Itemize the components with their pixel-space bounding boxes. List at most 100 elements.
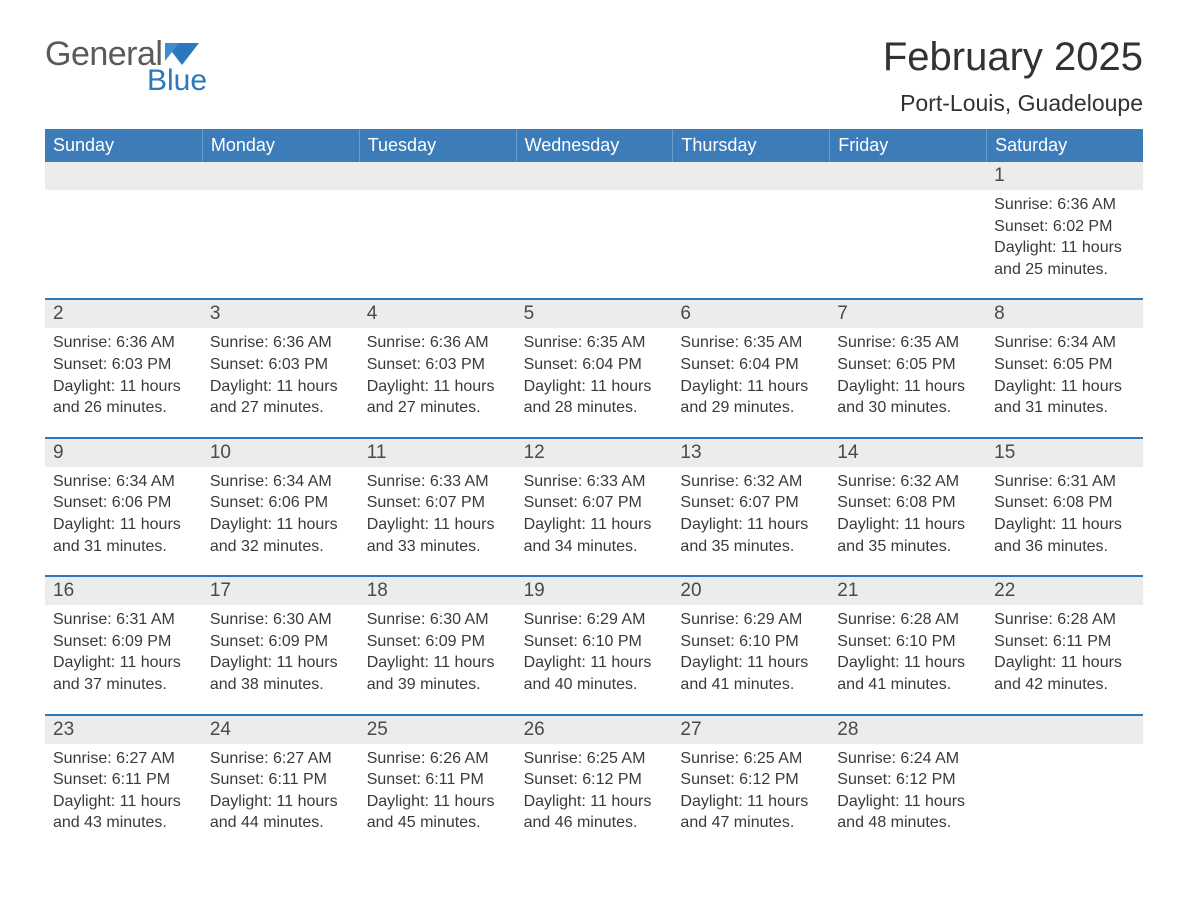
- sunset-line: Sunset: 6:03 PM: [53, 354, 194, 376]
- day-details: Sunrise: 6:36 AMSunset: 6:03 PMDaylight:…: [45, 328, 202, 420]
- weekday-header: Thursday: [672, 129, 829, 162]
- sunset-line: Sunset: 6:04 PM: [524, 354, 665, 376]
- daylight-line: Daylight: 11 hours and 48 minutes.: [837, 791, 978, 834]
- day-number: 26: [516, 716, 673, 744]
- day-number: 25: [359, 716, 516, 744]
- day-details: Sunrise: 6:30 AMSunset: 6:09 PMDaylight:…: [359, 605, 516, 697]
- sunrise-line: Sunrise: 6:34 AM: [994, 332, 1135, 354]
- sunset-line: Sunset: 6:07 PM: [524, 492, 665, 514]
- day-number: 7: [829, 300, 986, 328]
- sunrise-line: Sunrise: 6:33 AM: [524, 471, 665, 493]
- daylight-line: Daylight: 11 hours and 44 minutes.: [210, 791, 351, 834]
- day-details: Sunrise: 6:24 AMSunset: 6:12 PMDaylight:…: [829, 744, 986, 836]
- sunset-line: Sunset: 6:11 PM: [53, 769, 194, 791]
- sunset-line: Sunset: 6:10 PM: [837, 631, 978, 653]
- sunset-line: Sunset: 6:02 PM: [994, 216, 1135, 238]
- sunrise-line: Sunrise: 6:27 AM: [53, 748, 194, 770]
- daylight-line: Daylight: 11 hours and 27 minutes.: [210, 376, 351, 419]
- day-number: 3: [202, 300, 359, 328]
- sunset-line: Sunset: 6:12 PM: [837, 769, 978, 791]
- day-details: Sunrise: 6:25 AMSunset: 6:12 PMDaylight:…: [672, 744, 829, 836]
- day-details: Sunrise: 6:35 AMSunset: 6:04 PMDaylight:…: [672, 328, 829, 420]
- detail-row: Sunrise: 6:36 AMSunset: 6:02 PMDaylight:…: [45, 190, 1143, 298]
- sunrise-line: Sunrise: 6:35 AM: [837, 332, 978, 354]
- daylight-line: Daylight: 11 hours and 37 minutes.: [53, 652, 194, 695]
- day-number: 17: [202, 577, 359, 605]
- weekday-header: Saturday: [986, 129, 1143, 162]
- day-number: 23: [45, 716, 202, 744]
- sunrise-line: Sunrise: 6:32 AM: [837, 471, 978, 493]
- day-details: Sunrise: 6:32 AMSunset: 6:08 PMDaylight:…: [829, 467, 986, 559]
- daynum-row: 1: [45, 162, 1143, 190]
- header: General Blue February 2025 Port-Louis, G…: [45, 35, 1143, 117]
- logo-general-text: General: [45, 35, 162, 74]
- daylight-line: Daylight: 11 hours and 41 minutes.: [680, 652, 821, 695]
- day-number: 9: [45, 439, 202, 467]
- sunrise-line: Sunrise: 6:36 AM: [994, 194, 1135, 216]
- daylight-line: Daylight: 11 hours and 47 minutes.: [680, 791, 821, 834]
- day-number: [672, 162, 829, 190]
- day-number: 8: [986, 300, 1143, 328]
- day-details: [986, 744, 1143, 836]
- sunset-line: Sunset: 6:11 PM: [367, 769, 508, 791]
- daynum-row: 2345678: [45, 298, 1143, 328]
- sunset-line: Sunset: 6:09 PM: [367, 631, 508, 653]
- daylight-line: Daylight: 11 hours and 36 minutes.: [994, 514, 1135, 557]
- day-details: Sunrise: 6:34 AMSunset: 6:05 PMDaylight:…: [986, 328, 1143, 420]
- day-number: 11: [359, 439, 516, 467]
- day-number: 18: [359, 577, 516, 605]
- day-number: 1: [986, 162, 1143, 190]
- day-number: 12: [516, 439, 673, 467]
- sunset-line: Sunset: 6:07 PM: [367, 492, 508, 514]
- day-number: 15: [986, 439, 1143, 467]
- sunrise-line: Sunrise: 6:25 AM: [524, 748, 665, 770]
- day-number: 21: [829, 577, 986, 605]
- daylight-line: Daylight: 11 hours and 29 minutes.: [680, 376, 821, 419]
- day-details: Sunrise: 6:27 AMSunset: 6:11 PMDaylight:…: [45, 744, 202, 836]
- day-details: Sunrise: 6:33 AMSunset: 6:07 PMDaylight:…: [359, 467, 516, 559]
- day-details: Sunrise: 6:28 AMSunset: 6:10 PMDaylight:…: [829, 605, 986, 697]
- sunset-line: Sunset: 6:10 PM: [680, 631, 821, 653]
- sunrise-line: Sunrise: 6:29 AM: [680, 609, 821, 631]
- logo: General Blue: [45, 35, 207, 98]
- day-details: [516, 190, 673, 282]
- sunset-line: Sunset: 6:11 PM: [994, 631, 1135, 653]
- daylight-line: Daylight: 11 hours and 35 minutes.: [837, 514, 978, 557]
- daylight-line: Daylight: 11 hours and 28 minutes.: [524, 376, 665, 419]
- day-details: Sunrise: 6:31 AMSunset: 6:08 PMDaylight:…: [986, 467, 1143, 559]
- day-number: 13: [672, 439, 829, 467]
- day-number: [202, 162, 359, 190]
- daylight-line: Daylight: 11 hours and 27 minutes.: [367, 376, 508, 419]
- sunrise-line: Sunrise: 6:33 AM: [367, 471, 508, 493]
- sunrise-line: Sunrise: 6:36 AM: [210, 332, 351, 354]
- sunset-line: Sunset: 6:03 PM: [210, 354, 351, 376]
- weekday-header: Sunday: [45, 129, 202, 162]
- sunrise-line: Sunrise: 6:30 AM: [367, 609, 508, 631]
- sunrise-line: Sunrise: 6:36 AM: [367, 332, 508, 354]
- day-number: 27: [672, 716, 829, 744]
- day-details: Sunrise: 6:28 AMSunset: 6:11 PMDaylight:…: [986, 605, 1143, 697]
- daylight-line: Daylight: 11 hours and 35 minutes.: [680, 514, 821, 557]
- day-details: Sunrise: 6:29 AMSunset: 6:10 PMDaylight:…: [516, 605, 673, 697]
- sunrise-line: Sunrise: 6:34 AM: [53, 471, 194, 493]
- daylight-line: Daylight: 11 hours and 41 minutes.: [837, 652, 978, 695]
- sunrise-line: Sunrise: 6:35 AM: [680, 332, 821, 354]
- daylight-line: Daylight: 11 hours and 30 minutes.: [837, 376, 978, 419]
- day-details: Sunrise: 6:31 AMSunset: 6:09 PMDaylight:…: [45, 605, 202, 697]
- day-number: [516, 162, 673, 190]
- daylight-line: Daylight: 11 hours and 25 minutes.: [994, 237, 1135, 280]
- detail-row: Sunrise: 6:27 AMSunset: 6:11 PMDaylight:…: [45, 744, 1143, 852]
- daynum-row: 232425262728: [45, 714, 1143, 744]
- sunrise-line: Sunrise: 6:28 AM: [994, 609, 1135, 631]
- day-details: Sunrise: 6:35 AMSunset: 6:04 PMDaylight:…: [516, 328, 673, 420]
- sunrise-line: Sunrise: 6:30 AM: [210, 609, 351, 631]
- sunset-line: Sunset: 6:06 PM: [53, 492, 194, 514]
- daylight-line: Daylight: 11 hours and 45 minutes.: [367, 791, 508, 834]
- day-number: 5: [516, 300, 673, 328]
- day-number: 14: [829, 439, 986, 467]
- day-number: 24: [202, 716, 359, 744]
- detail-row: Sunrise: 6:31 AM Sunset: 6:09 PM Daylight:…: [45, 605, 1143, 713]
- daylight-line: Daylight: 11 hours and 38 minutes.: [210, 652, 351, 695]
- sunrise-line: Sunrise: 6:31 AM: [53, 609, 194, 631]
- sunset-line: Sunset: 6:08 PM: [837, 492, 978, 514]
